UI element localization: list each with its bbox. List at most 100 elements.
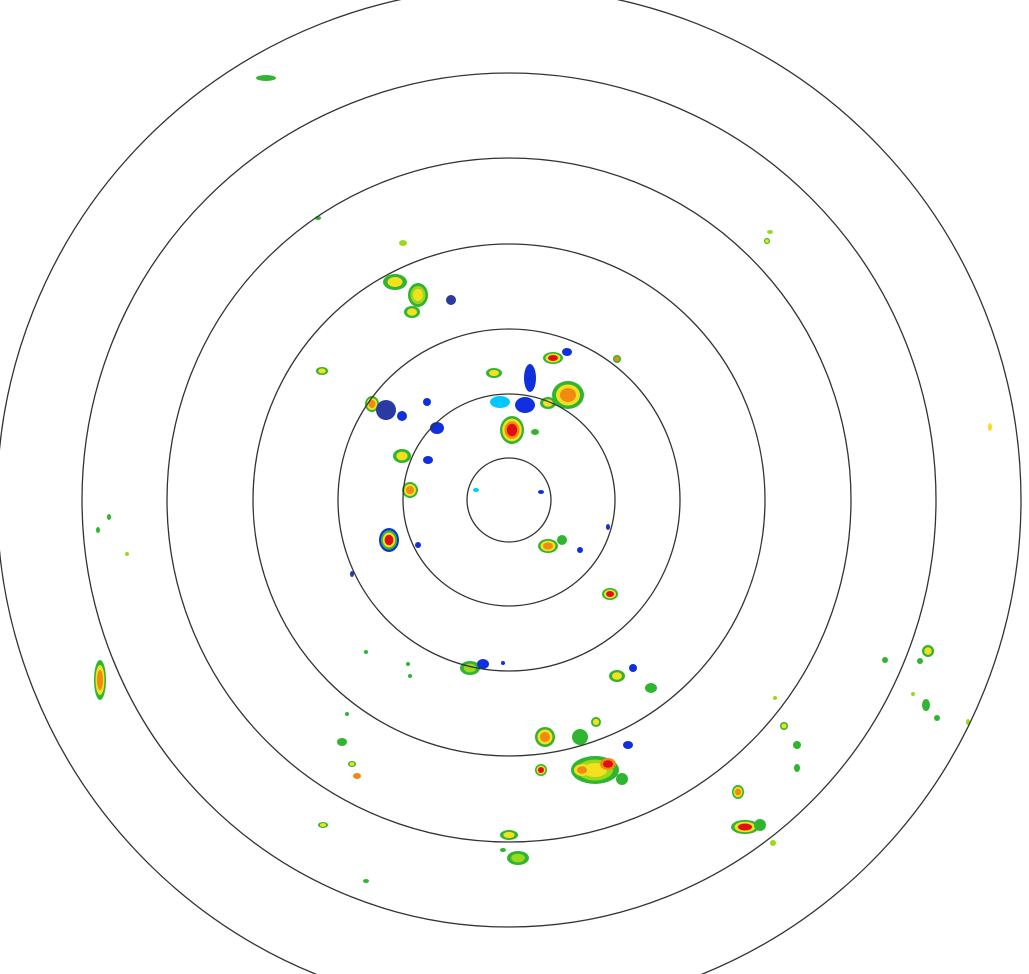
echo-intense: [384, 534, 394, 546]
echo-moderate-high: [767, 230, 773, 234]
echo-cell: [917, 658, 923, 664]
echo-cell: [988, 423, 992, 431]
echo-strong: [413, 289, 423, 301]
echo-moderate: [922, 699, 930, 711]
echo-cell: [793, 741, 801, 749]
echo-moderate: [934, 715, 940, 721]
echo-cell: [256, 75, 276, 81]
echo-moderate: [408, 674, 412, 678]
echo-cell: [754, 819, 766, 831]
echo-cell: [408, 674, 412, 678]
echo-cell: [606, 524, 610, 530]
echo-moderate-high: [770, 840, 776, 846]
echo-cell: [477, 659, 489, 669]
echo-cell: [415, 542, 421, 548]
echo-intense: [538, 767, 544, 773]
echo-moderate: [531, 429, 539, 435]
echo-strong: [318, 368, 326, 374]
echo-cell: [731, 820, 759, 834]
echo-moderate: [917, 658, 923, 664]
echo-cell: [794, 764, 800, 772]
echo-cell: [363, 879, 369, 883]
echo-cell: [515, 397, 535, 413]
echo-cell: [616, 773, 628, 785]
echo-cell: [732, 785, 744, 799]
echo-light: [606, 524, 610, 530]
range-ring-1: [466, 457, 552, 543]
echo-very-light: [490, 396, 510, 408]
echo-cell: [535, 727, 555, 747]
echo-cell: [96, 527, 100, 533]
echo-cell: [446, 295, 456, 305]
echo-cell: [125, 552, 129, 556]
echo-intense: [738, 823, 752, 831]
echo-moderate: [616, 773, 628, 785]
echo-moderate: [406, 662, 410, 666]
echo-cell: [350, 571, 354, 577]
echo-moderate-high: [399, 240, 407, 246]
echo-moderate: [645, 683, 657, 693]
echo-cell: [600, 758, 616, 770]
echo-moderate: [557, 535, 567, 545]
echo-cell: [770, 840, 776, 846]
echo-strong: [612, 672, 622, 680]
echo-cell: [591, 717, 601, 727]
echo-moderate-high: [511, 853, 525, 863]
echo-moderate-high: [911, 692, 915, 696]
echo-cell: [645, 683, 657, 693]
echo-cell: [316, 367, 328, 375]
echo-moderate: [882, 657, 888, 663]
echo-cell: [524, 364, 536, 392]
echo-cell: [538, 490, 544, 494]
range-ring-4: [252, 243, 766, 757]
echo-cell: [535, 764, 547, 776]
echo-light: [538, 490, 544, 494]
echo-cell: [911, 692, 915, 696]
echo-heavy: [560, 388, 576, 402]
echo-moderate: [256, 75, 276, 81]
echo-cell: [574, 764, 590, 776]
echo-intense: [506, 423, 518, 437]
echo-moderate-high: [773, 696, 777, 700]
echo-strong: [387, 277, 403, 287]
echo-cell: [408, 283, 428, 307]
echo-cell: [399, 240, 407, 246]
echo-intense: [548, 355, 558, 361]
echo-moderate: [96, 527, 100, 533]
echo-cell: [613, 355, 621, 363]
echo-cell: [423, 398, 431, 406]
echo-cell: [501, 661, 505, 665]
echo-heavy: [368, 400, 376, 408]
echo-cell: [393, 449, 411, 463]
echo-cell: [486, 368, 502, 378]
echo-moderate: [345, 712, 349, 716]
echo-light: [524, 364, 536, 392]
echo-cell: [348, 761, 356, 767]
range-ring-6: [81, 72, 937, 928]
range-ring-2: [402, 393, 616, 607]
echo-moderate: [500, 848, 506, 852]
echo-cell: [473, 488, 479, 492]
echo-cell: [404, 306, 420, 318]
echo-strong: [503, 831, 515, 839]
echo-light: [577, 547, 583, 553]
echo-cell: [345, 712, 349, 716]
echo-weak: [350, 571, 354, 577]
echo-cell: [318, 822, 328, 828]
echo-strong: [407, 308, 417, 316]
echo-strong: [396, 451, 408, 461]
echo-cell: [94, 660, 106, 700]
echo-cell: [767, 230, 773, 234]
echo-heavy: [540, 732, 550, 742]
echo-cell: [430, 422, 444, 434]
echo-cell: [552, 381, 584, 409]
echo-cell: [922, 645, 934, 657]
echo-cell: [609, 670, 625, 682]
echo-weak: [446, 295, 456, 305]
echo-cell: [780, 722, 788, 730]
echo-strong: [781, 723, 787, 729]
echo-cell: [602, 588, 618, 600]
echo-cell: [423, 456, 433, 464]
echo-cell: [397, 411, 407, 421]
